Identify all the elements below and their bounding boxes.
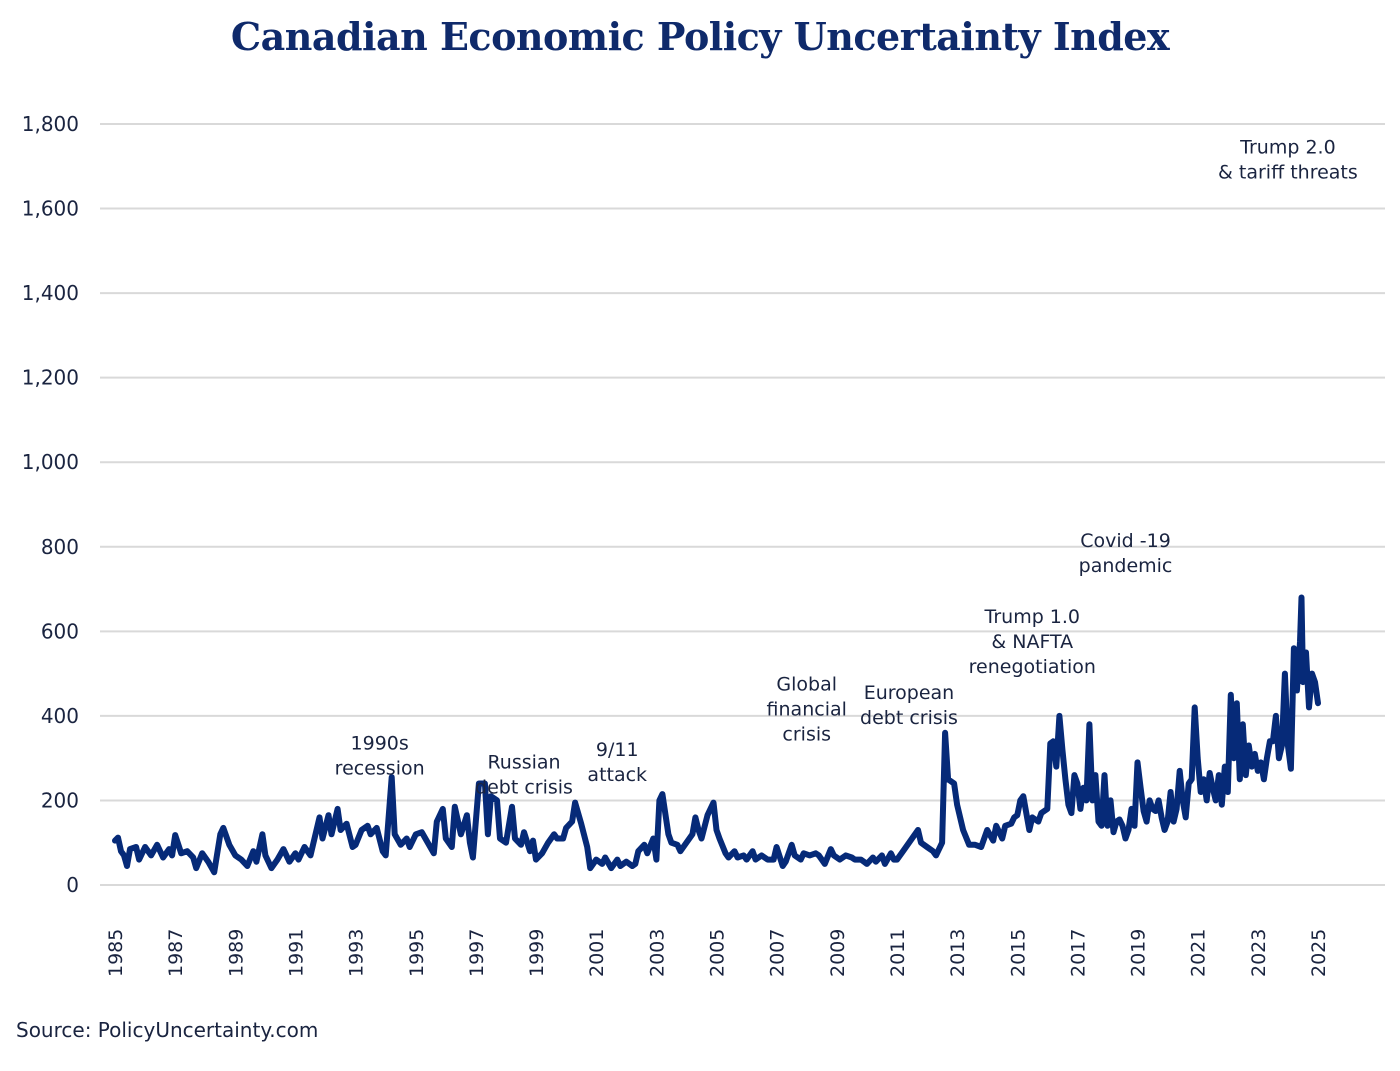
- annotation-line: Russian: [487, 752, 560, 774]
- y-tick-label: 800: [41, 535, 79, 559]
- x-tick-label: 1999: [526, 929, 548, 977]
- annotation-line: crisis: [782, 724, 831, 746]
- x-tick-label: 2015: [1007, 929, 1029, 977]
- y-tick-label: 600: [41, 619, 79, 643]
- x-tick-label: 1985: [105, 929, 127, 977]
- x-axis-tick-labels: 1985 1987 1989 1991 1993 1995 1997 1999 2001 2003…: [105, 929, 1330, 977]
- annotation-line: Covid -19: [1080, 530, 1171, 552]
- series-line-canadian-epu: [112, 594, 1321, 876]
- event-annotations: 1990s recession Russian debt crisis 9/11 atta…: [335, 137, 1358, 799]
- annotation-line: 1990s: [351, 733, 409, 755]
- annotation-label: Trump 2.0 & tariff threats: [1218, 137, 1358, 184]
- annotation-line: attack: [587, 764, 647, 786]
- annotation-label: 1990s recession: [335, 733, 425, 780]
- y-axis-tick-labels: 0 200 400 600 800 1,000 1,200 1,400 1,600 1,800: [22, 112, 79, 897]
- x-tick-label: 1987: [165, 929, 187, 977]
- annotation-line: pandemic: [1079, 555, 1173, 577]
- annotation-line: Global: [776, 674, 837, 696]
- y-tick-label: 1,800: [22, 112, 79, 136]
- annotation-line: renegotiation: [969, 656, 1096, 678]
- y-tick-label: 1,600: [22, 197, 79, 221]
- annotation-line: Trump 2.0: [1239, 137, 1336, 159]
- gridlines: [100, 123, 1385, 886]
- x-tick-label: 2011: [887, 929, 909, 977]
- x-tick-label: 2021: [1188, 929, 1210, 977]
- y-tick-label: 1,000: [22, 450, 79, 474]
- y-tick-label: 0: [66, 873, 79, 897]
- annotation-label: Trump 1.0 & NAFTA renegotiation: [969, 606, 1096, 678]
- x-tick-label: 2009: [827, 929, 849, 977]
- annotation-label: 9/11 attack: [587, 739, 647, 786]
- x-tick-label: 1993: [346, 929, 368, 977]
- chart-title: Canadian Economic Policy Uncertainty Ind…: [230, 14, 1170, 59]
- y-tick-label: 200: [41, 788, 79, 812]
- x-tick-label: 1997: [466, 929, 488, 977]
- y-tick-label: 1,200: [22, 366, 79, 390]
- x-tick-label: 2007: [767, 929, 789, 977]
- annotation-line: debt crisis: [475, 777, 573, 799]
- source-note: Source: PolicyUncertainty.com: [16, 1018, 319, 1042]
- x-tick-label: 2013: [947, 929, 969, 977]
- x-tick-label: 2001: [586, 929, 608, 977]
- annotation-label: Covid -19 pandemic: [1079, 530, 1173, 577]
- annotation-label: Russian debt crisis: [475, 752, 573, 799]
- annotation-label: European debt crisis: [860, 682, 958, 729]
- x-tick-label: 2017: [1067, 929, 1089, 977]
- y-tick-label: 400: [41, 704, 79, 728]
- annotation-label: Global financial crisis: [767, 674, 847, 746]
- x-tick-label: 2019: [1128, 929, 1150, 977]
- x-tick-label: 1991: [285, 929, 307, 977]
- annotation-line: & tariff threats: [1218, 162, 1358, 184]
- annotation-line: 9/11: [596, 739, 639, 761]
- x-tick-label: 2023: [1248, 929, 1270, 977]
- x-tick-label: 1989: [225, 929, 247, 977]
- annotation-line: recession: [335, 758, 425, 780]
- annotation-line: European: [864, 682, 955, 704]
- annotation-line: debt crisis: [860, 707, 958, 729]
- x-tick-label: 2005: [707, 929, 729, 977]
- annotation-line: Trump 1.0: [984, 606, 1081, 628]
- x-tick-label: 2025: [1308, 929, 1330, 977]
- y-tick-label: 1,400: [22, 281, 79, 305]
- x-tick-label: 1995: [406, 929, 428, 977]
- annotation-line: & NAFTA: [991, 631, 1073, 653]
- annotation-line: financial: [767, 699, 847, 721]
- x-tick-label: 2003: [646, 929, 668, 977]
